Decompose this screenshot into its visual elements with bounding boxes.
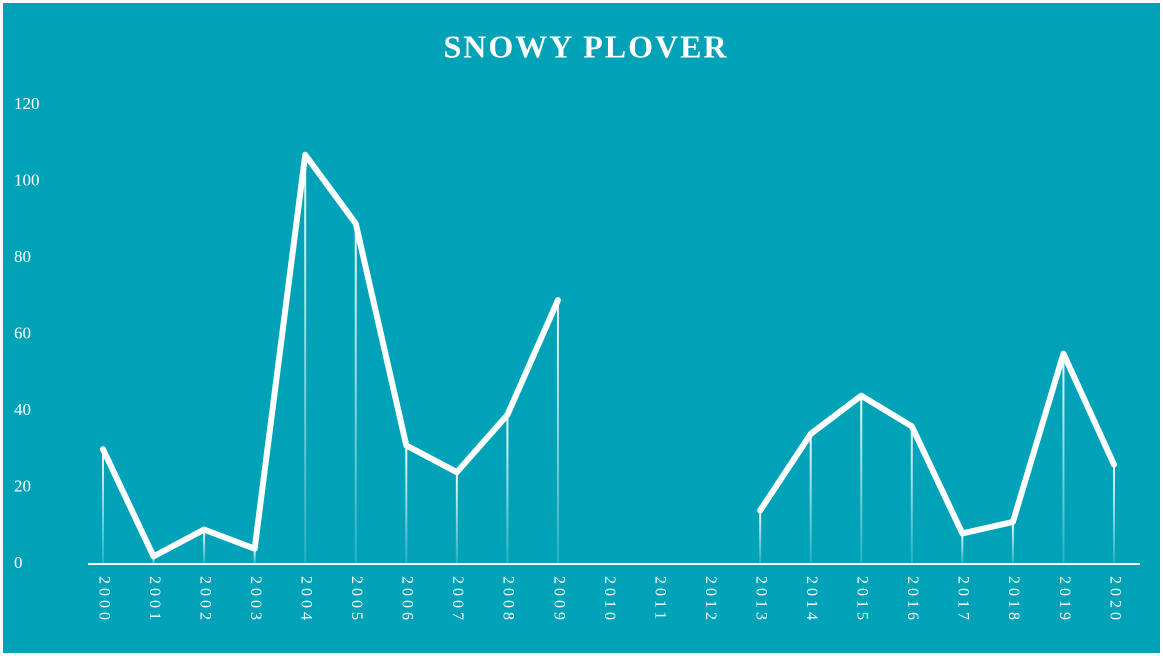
x-tick-label: 2001 [146, 576, 163, 624]
x-tick-label: 2004 [298, 576, 315, 624]
data-line [100, 151, 1117, 560]
y-tick-label: 120 [14, 94, 40, 113]
y-tick-label: 100 [14, 170, 40, 189]
x-tick-label: 2000 [95, 576, 112, 624]
x-tick-label: 2009 [550, 576, 567, 624]
x-tick-label: 2013 [752, 576, 769, 624]
y-tick-label: 80 [14, 247, 31, 266]
y-tick-label: 20 [14, 476, 31, 495]
x-tick-label: 2016 [904, 576, 921, 624]
x-tick-label: 2007 [449, 576, 466, 624]
y-tick-label: 40 [14, 400, 31, 419]
x-tick-label: 2002 [196, 576, 213, 624]
x-tick-label: 2010 [601, 576, 618, 624]
x-tick-label: 2019 [1056, 576, 1073, 624]
x-tick-label: 2011 [651, 576, 668, 623]
x-tick-label: 2020 [1106, 576, 1123, 624]
x-tick-label: 2015 [854, 576, 871, 624]
x-tick-label: 2018 [1005, 576, 1022, 624]
x-tick-label: 2008 [500, 576, 517, 624]
y-tick-label: 0 [14, 553, 23, 572]
x-tick-label: 2003 [247, 576, 264, 624]
x-tick-label: 2005 [348, 576, 365, 624]
y-tick-label: 60 [14, 323, 31, 342]
x-tick-label: 2017 [955, 576, 972, 624]
background [3, 3, 1160, 653]
x-tick-label: 2012 [702, 576, 719, 624]
x-tick-label: 2006 [399, 576, 416, 624]
x-tick-label: 2014 [803, 576, 820, 624]
chart-title: SNOWY PLOVER [443, 28, 728, 64]
